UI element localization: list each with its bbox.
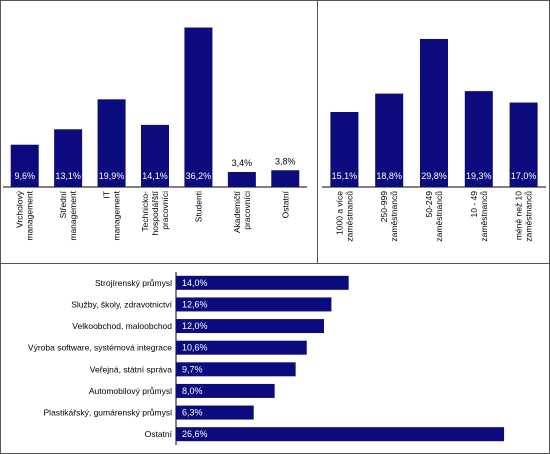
industry-data-label: 26,6% — [182, 429, 208, 439]
job-position-data-label: 13,1% — [55, 171, 81, 181]
industry-bar — [176, 275, 349, 290]
job-position-bar — [141, 124, 169, 187]
job-position-category-line: management — [25, 190, 35, 240]
job-position-category-label: Akademičtí pracovníci — [232, 190, 252, 233]
industry-category-label: Plastikářský, gumárenský průmysl — [44, 408, 173, 418]
job-position-category-line: pracovníci — [242, 191, 252, 230]
company-size-category-line: 10 - 49 — [469, 191, 479, 218]
industry-bar — [176, 427, 505, 442]
job-position-category-line: Akademičtí — [232, 190, 242, 233]
job-position-data-label: 19,9% — [99, 171, 125, 181]
company-size-category-line: zaměstnanců — [434, 191, 444, 242]
industry-category-label: Ostatní — [145, 429, 173, 439]
job-position-category-label: Studenti — [193, 191, 203, 222]
industry-category-label: Velkoobchod, maloobchod — [72, 321, 172, 331]
company-size-data-label: 29,8% — [421, 171, 447, 181]
company-size-bar — [509, 102, 538, 187]
job-position-bar — [97, 99, 126, 187]
job-position-bar — [227, 172, 256, 187]
job-position-bar — [54, 129, 83, 187]
company-size-data-label: 18,8% — [376, 171, 402, 181]
industry-category-label: Výroba software, systémová integrace — [28, 343, 172, 353]
job-position-category-line: hospodářští — [150, 190, 160, 235]
job-position-bar — [271, 170, 300, 187]
job-position-category-line: Studenti — [193, 191, 203, 222]
job-position-category-line: Vrcholový — [15, 190, 25, 228]
chart-industry: 14,0% Strojírenský průmysl 12,6% Služby, šk… — [1, 263, 549, 453]
chart-job-position: 9,6% Vrcholový management 13,1% Střední manag… — [1, 1, 318, 263]
company-size-category-label: 50-249 zaměstnanců — [424, 191, 444, 242]
job-position-category-line: management — [68, 190, 78, 240]
industry-data-label: 10,6% — [182, 343, 208, 353]
company-size-category-line: zaměstnanců — [479, 191, 489, 242]
company-size-category-line: zaměstnanců — [344, 191, 354, 242]
industry-data-label: 6,3% — [182, 408, 203, 418]
job-position-data-label: 3,8% — [275, 156, 296, 166]
industry-data-label: 12,0% — [182, 321, 208, 331]
chart-company-size: 15,1% 1000 a více zaměstnanců 18,8% 250-999 z… — [318, 1, 549, 263]
industry-bar — [176, 362, 296, 377]
job-position-data-label: 36,2% — [186, 171, 212, 181]
job-position-bar — [10, 144, 39, 187]
company-size-category-label: méně než 10 zaměstnanců — [514, 191, 534, 242]
company-size-category-line: zaměstnanců — [389, 191, 399, 242]
company-size-category-label: 1000 a více zaměstnanců — [334, 191, 354, 242]
job-position-category-line: pracovníci — [160, 191, 170, 230]
company-size-bar — [330, 111, 359, 187]
job-position-category-label: Vrcholový management — [15, 190, 35, 240]
company-size-category-line: 1000 a více — [334, 191, 344, 235]
company-size-category-label: 10 - 49 zaměstnanců — [469, 191, 489, 242]
company-size-data-label: 19,3% — [466, 171, 492, 181]
industry-data-label: 12,6% — [182, 299, 208, 309]
company-size-bar — [464, 91, 493, 187]
job-position-bar — [184, 27, 213, 188]
company-size-data-label: 15,1% — [332, 171, 358, 181]
industry-bar — [176, 319, 324, 334]
job-position-data-label: 9,6% — [14, 171, 35, 181]
company-size-category-line: zaměstnanců — [524, 191, 534, 242]
company-size-category-line: 250-999 — [379, 191, 389, 222]
job-position-category-line: Střední — [58, 190, 68, 218]
chart-industry-svg: 14,0% Strojírenský průmysl 12,6% Služby, šk… — [28, 272, 505, 445]
industry-data-label: 9,7% — [182, 364, 203, 374]
job-position-category-line: IT — [102, 191, 112, 199]
industry-category-label: Služby, školy, zdravotnictví — [71, 299, 172, 309]
industry-bar — [176, 340, 307, 355]
industry-category-label: Automobilový průmysl — [89, 386, 172, 396]
job-position-category-line: Technicko- — [140, 191, 150, 232]
job-position-category-label: Ostatní — [280, 190, 290, 218]
company-size-bar — [375, 93, 404, 187]
job-position-category-line: Ostatní — [280, 190, 290, 218]
company-size-category-label: 250-999 zaměstnanců — [379, 191, 399, 242]
job-position-category-label: IT management — [102, 190, 122, 240]
company-size-bar — [420, 38, 448, 187]
industry-data-label: 8,0% — [182, 386, 203, 396]
job-position-category-label: Střední management — [58, 190, 78, 240]
company-size-data-label: 17,0% — [511, 171, 537, 181]
job-position-data-label: 14,1% — [142, 171, 168, 181]
company-size-category-line: 50-249 — [424, 191, 434, 218]
industry-data-label: 14,0% — [182, 278, 208, 288]
job-position-category-line: management — [112, 190, 122, 240]
industry-bar — [176, 297, 332, 312]
industry-bar — [176, 405, 254, 420]
industry-category-label: Strojírenský průmysl — [95, 278, 172, 288]
industry-bar — [176, 383, 275, 398]
job-position-data-label: 3,4% — [232, 158, 253, 168]
industry-category-label: Veřejná, státní správa — [90, 364, 172, 374]
job-position-category-label: Technicko-hospodářští pracovníci — [140, 190, 170, 235]
company-size-category-line: méně než 10 — [514, 191, 524, 240]
